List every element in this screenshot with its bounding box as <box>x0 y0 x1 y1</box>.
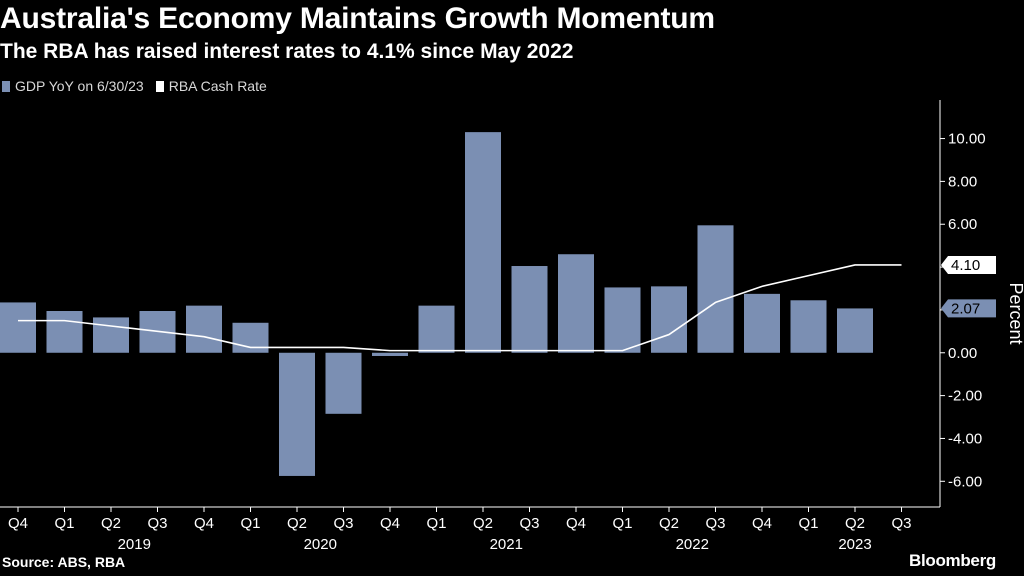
legend-item-cash-rate: RBA Cash Rate <box>155 78 267 94</box>
y-axis-label: Percent <box>1006 282 1024 344</box>
gdp-bar <box>790 300 827 353</box>
legend-label-gdp: GDP YoY on 6/30/23 <box>15 78 144 94</box>
x-tick-label: Q3 <box>705 515 725 532</box>
x-tick-label: Q2 <box>101 515 121 532</box>
legend: GDP YoY on 6/30/23 RBA Cash Rate <box>2 78 279 94</box>
x-year-label: 2019 <box>118 536 151 553</box>
y-tick-label: -2.00 <box>948 388 982 405</box>
gdp-bar <box>511 266 548 353</box>
y-tick-label: 6.00 <box>948 216 977 233</box>
gdp-bar <box>325 352 362 414</box>
x-tick-label: Q2 <box>287 515 307 532</box>
x-year-label: 2022 <box>676 536 709 553</box>
y-tick-label: -4.00 <box>948 430 982 447</box>
x-tick-label: Q4 <box>194 515 214 532</box>
y-tick-label: -6.00 <box>948 473 982 490</box>
x-tick-label: Q2 <box>473 515 493 532</box>
gdp-bar <box>558 254 594 353</box>
x-tick-label: Q1 <box>240 515 260 532</box>
gdp-bar <box>46 310 83 353</box>
gdp-bar <box>93 317 129 353</box>
x-tick-label: Q3 <box>519 515 539 532</box>
y-tick-label: 0.00 <box>948 345 977 362</box>
x-tick-label: Q1 <box>54 515 74 532</box>
gdp-bar <box>697 225 734 353</box>
x-tick-label: Q3 <box>891 515 911 532</box>
legend-swatch-cash-rate <box>155 80 164 92</box>
x-tick-label: Q2 <box>659 515 679 532</box>
legend-label-cash-rate: RBA Cash Rate <box>168 78 267 94</box>
x-tick-label: Q4 <box>566 515 586 532</box>
x-tick-label: Q1 <box>612 515 632 532</box>
gdp-bar <box>418 305 455 353</box>
bloomberg-logo: Bloomberg <box>908 551 996 570</box>
last-value-box <box>941 255 996 274</box>
x-axis: Q4 Q1 Q2 Q3 Q4 Q1 Q2 Q3 Q4 Q1 Q2 Q3 Q4 Q1 Q2 Q3 Q4 Q1 Q2 Q3… <box>0 506 940 553</box>
bars-layer <box>0 132 873 476</box>
x-tick-label: Q1 <box>798 515 818 532</box>
y-tick-label: 8.00 <box>948 173 977 190</box>
x-year-label: 2020 <box>304 536 337 553</box>
last-value-box <box>941 299 996 318</box>
x-tick-label: Q4 <box>380 515 400 532</box>
line-layer <box>18 264 902 352</box>
x-year-label: 2021 <box>490 536 523 553</box>
last-value-labels: 4.10 2.07 <box>941 255 996 318</box>
gdp-bar <box>651 286 687 353</box>
x-tick-label: Q2 <box>845 515 865 532</box>
gdp-bar <box>232 322 269 353</box>
last-value-label: 2.07 <box>951 300 980 317</box>
gdp-bar <box>372 352 408 356</box>
legend-item-gdp: GDP YoY on 6/30/23 <box>2 78 144 94</box>
source-note: Source: ABS, RBA <box>2 554 126 570</box>
x-tick-label: Q3 <box>333 515 353 532</box>
x-tick-label: Q4 <box>8 515 28 532</box>
gdp-bar <box>604 287 641 353</box>
gdp-bar <box>0 302 36 353</box>
cash-rate-line <box>18 264 902 352</box>
last-value-label: 4.10 <box>951 257 980 274</box>
chart-subtitle: The RBA has raised interest rates to 4.1… <box>0 40 574 63</box>
x-tick-label: Q3 <box>147 515 167 532</box>
x-year-label: 2023 <box>838 536 871 553</box>
gdp-bar <box>837 308 873 353</box>
x-tick-label: Q1 <box>426 515 446 532</box>
x-tick-label: Q4 <box>752 515 772 532</box>
gdp-bar <box>279 352 315 476</box>
y-tick-label: 10.00 <box>948 131 986 148</box>
gdp-bar <box>186 305 222 353</box>
chart-title: Australia's Economy Maintains Growth Mom… <box>0 2 715 35</box>
gdp-bar <box>465 132 501 353</box>
legend-swatch-gdp <box>2 80 10 92</box>
gdp-bar <box>744 293 780 353</box>
